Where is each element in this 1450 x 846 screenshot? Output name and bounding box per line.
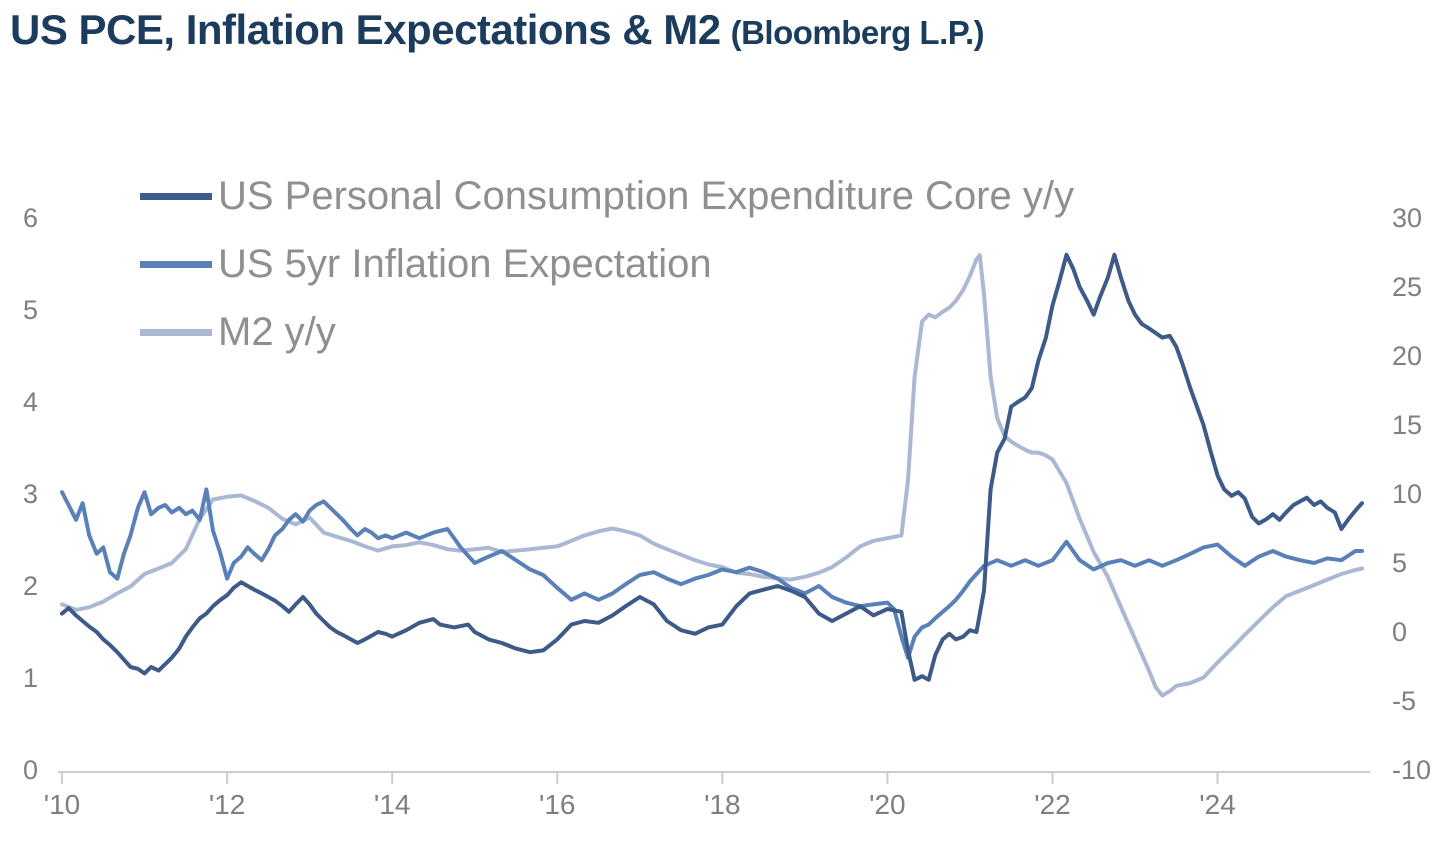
left-axis-tick-label: 2 [23,571,38,601]
legend-item-inflation-expectation-5yr: US 5yr Inflation Expectation [140,238,1074,290]
right-axis-tick-label: 5 [1392,548,1407,578]
x-axis-tick-label: '12 [209,789,246,820]
chart-title: US PCE, Inflation Expectations & M2 (Bloo… [10,6,985,54]
m2-line-swatch-icon [140,328,212,336]
chart-legend: US Personal Consumption Expenditure Core… [140,170,1074,358]
x-axis-tick-label: '16 [539,789,576,820]
right-axis-tick-label: 20 [1392,341,1422,371]
left-axis-tick-label: 5 [23,295,38,325]
chart-title-main: US PCE, Inflation Expectations & M2 [10,6,721,53]
legend-label-inflation-expectation-5yr: US 5yr Inflation Expectation [218,242,712,286]
left-axis-tick-label: 6 [23,203,38,233]
legend-label-pce-core: US Personal Consumption Expenditure Core… [218,174,1074,218]
right-axis-tick-label: 15 [1392,410,1422,440]
legend-label-m2: M2 y/y [218,310,336,354]
chart-title-suffix: (Bloomberg L.P.) [730,14,985,51]
right-axis-tick-label: 0 [1392,617,1407,647]
inflation-expectation-line-swatch-icon [140,260,212,268]
x-axis-tick-label: '14 [374,789,411,820]
left-axis-tick-label: 1 [23,663,38,693]
right-axis-tick-label: -10 [1392,755,1431,785]
pce-core-line-swatch-icon [140,192,212,200]
x-axis-tick-label: '18 [704,789,741,820]
series-line-m2 [60,253,1364,698]
series-line-inflation-expectation-5yr [60,487,1364,660]
right-axis-tick-label: 30 [1392,203,1422,233]
right-axis-tick-label: 25 [1392,272,1422,302]
x-axis-tick-label: '22 [1034,789,1071,820]
right-axis-tick-label: 10 [1392,479,1422,509]
x-axis-tick-label: '20 [869,789,906,820]
x-axis-tick-label: '24 [1199,789,1236,820]
legend-item-pce-core: US Personal Consumption Expenditure Core… [140,170,1074,222]
right-axis-tick-label: -5 [1392,686,1416,716]
left-axis-tick-label: 3 [23,479,38,509]
legend-item-m2: M2 y/y [140,306,1074,358]
left-axis-tick-label: 0 [23,755,38,785]
x-axis-tick-label: '10 [44,789,81,820]
series-line-pce-core [60,252,1364,682]
left-axis-tick-label: 4 [23,387,38,417]
